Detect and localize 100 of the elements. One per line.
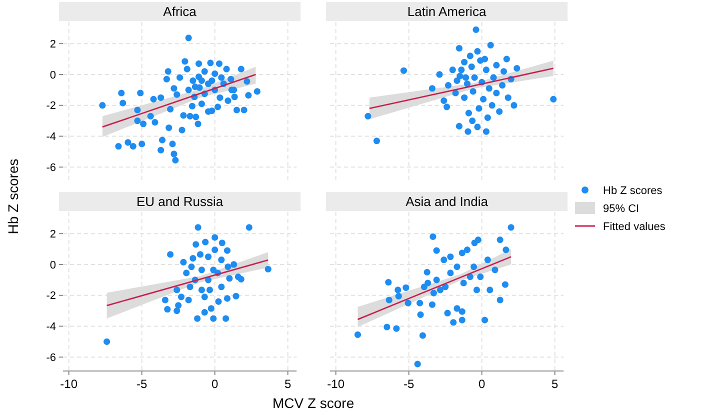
point (456, 72, 464, 80)
point (386, 296, 392, 304)
y-tick-label: -6 (46, 162, 56, 174)
x-tick-label: 5 (551, 377, 558, 391)
point (460, 280, 467, 286)
point (477, 57, 484, 64)
point (354, 331, 362, 338)
point (474, 124, 481, 130)
point (480, 96, 487, 102)
x-axis-title: MCV Z score (272, 395, 354, 411)
point (419, 332, 426, 339)
point (464, 80, 471, 88)
y-tick-label: -4 (46, 131, 56, 144)
point (264, 266, 272, 272)
point (450, 319, 457, 326)
point (201, 309, 208, 316)
point (447, 253, 454, 260)
point (472, 26, 480, 34)
point (206, 286, 214, 294)
point (458, 316, 466, 324)
point (508, 224, 514, 231)
point (456, 44, 463, 52)
point (458, 66, 465, 74)
point (470, 88, 476, 95)
legend-label: Fitted values (603, 220, 666, 233)
point (510, 102, 518, 109)
point (486, 85, 492, 92)
point (458, 308, 466, 315)
point (440, 256, 448, 264)
point (456, 122, 463, 130)
chart-title: Asia and India (406, 194, 489, 209)
point (104, 338, 110, 345)
point (404, 300, 412, 306)
point (218, 240, 226, 246)
point (167, 251, 174, 258)
point (395, 292, 402, 300)
point (208, 305, 214, 312)
point (196, 251, 204, 258)
point (424, 268, 430, 276)
point (188, 264, 195, 270)
point (466, 52, 474, 60)
point (496, 108, 503, 115)
point (500, 68, 508, 75)
point (385, 278, 392, 286)
point (232, 292, 240, 300)
point (222, 315, 230, 322)
point (474, 48, 481, 55)
point (224, 264, 232, 270)
x-tick-label: 0 (211, 377, 218, 391)
point (424, 280, 432, 286)
y-tick-label: -2 (46, 100, 56, 112)
y-tick-label: -6 (46, 352, 56, 364)
point (174, 307, 180, 314)
point (416, 300, 424, 306)
point (465, 110, 472, 116)
point (224, 247, 231, 254)
point (230, 261, 238, 268)
point (464, 128, 472, 135)
x-tick-label: 0 (478, 377, 486, 391)
point (504, 94, 512, 101)
point (201, 294, 208, 300)
point (246, 224, 252, 231)
chart-title: EU and Russia (136, 194, 224, 209)
x-tick-label: -10 (60, 377, 78, 391)
point (210, 315, 217, 322)
point (444, 104, 450, 110)
point (482, 66, 490, 74)
y-tick-label: -4 (46, 321, 56, 334)
point (364, 112, 372, 120)
point (198, 266, 205, 274)
point (414, 360, 421, 368)
x-tick-label: -5 (136, 377, 148, 391)
chart-title: Latin America (407, 4, 487, 19)
point (468, 63, 475, 70)
point (477, 274, 484, 280)
point (178, 294, 185, 300)
text: 95% CI (603, 202, 640, 215)
point (428, 85, 436, 92)
point (502, 281, 508, 288)
point (164, 306, 171, 313)
point (454, 77, 460, 84)
point (440, 97, 448, 104)
point (192, 241, 200, 248)
point (400, 67, 408, 74)
point (373, 138, 380, 144)
point (469, 117, 476, 124)
point (496, 296, 504, 304)
x-tick-label: -10 (327, 377, 345, 391)
point (496, 236, 504, 244)
point (458, 250, 466, 256)
point (215, 298, 222, 305)
point (433, 247, 440, 254)
point (493, 90, 500, 96)
point (420, 284, 428, 290)
point (212, 246, 218, 254)
point (430, 290, 437, 296)
point (493, 62, 500, 69)
point (202, 238, 209, 246)
point (461, 94, 468, 101)
point (490, 74, 497, 81)
